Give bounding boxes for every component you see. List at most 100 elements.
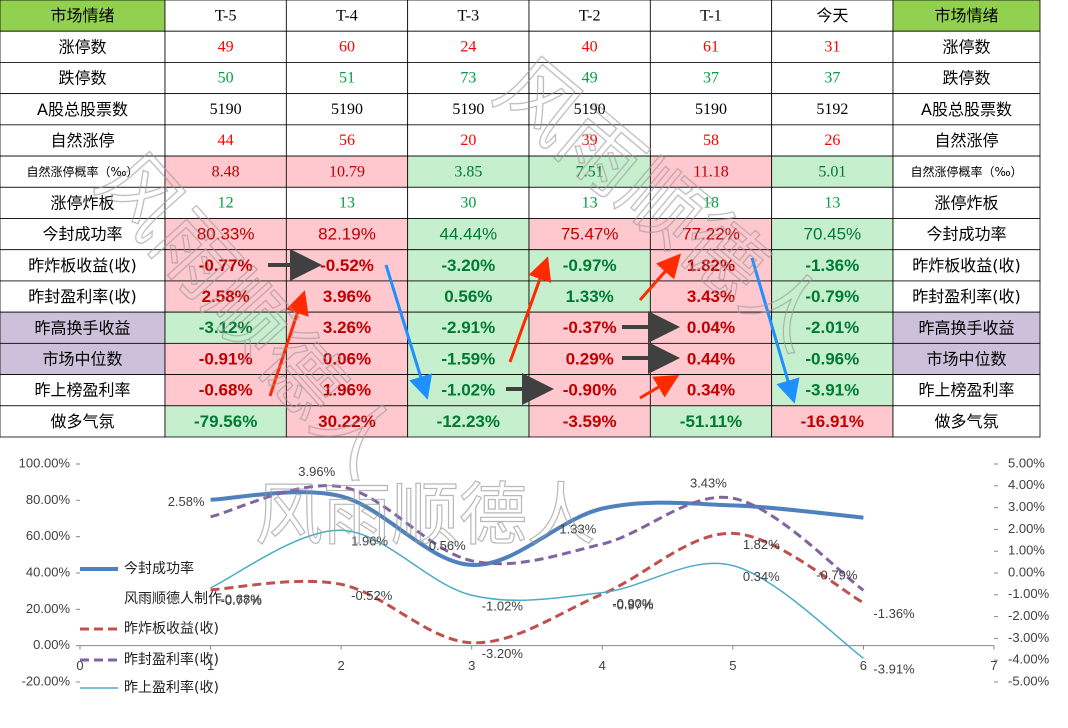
table-cell (164, 218, 287, 251)
cell-text: 昨上榜盈利率 (918, 381, 1014, 400)
table-cell (649, 280, 773, 313)
table-cell (892, 30, 1041, 63)
cell-text: 10.79 (329, 163, 365, 180)
cell-text: A股总股票数 (921, 100, 1012, 119)
cell-text: -0.79% (805, 287, 859, 306)
table-cell (528, 218, 651, 251)
table-cell (0, 405, 166, 438)
table-cell (892, 249, 1041, 282)
table-cell (892, 311, 1041, 344)
y-tick-label: 0.00% (33, 637, 70, 652)
cell-text: 30.22% (318, 412, 376, 431)
table-cell (528, 124, 651, 157)
table-cell (0, 62, 166, 95)
cell-text: 自然涨停 (50, 131, 114, 150)
table-cell (164, 0, 287, 32)
x-tick-label: 0 (76, 658, 83, 673)
table-cell (528, 30, 651, 63)
table-cell (407, 342, 530, 375)
cell-text: -0.52% (320, 256, 374, 275)
cell-text: -16.91% (801, 412, 864, 431)
cell-text: 13 (824, 195, 840, 212)
cell-text: 0.06% (323, 349, 371, 368)
y2-tick-label: 0.00% (1008, 564, 1045, 579)
cell-text: 3.43% (687, 287, 735, 306)
cell-text: 20 (460, 132, 476, 149)
y-tick-label: -20.00% (22, 673, 71, 688)
table-cell (285, 342, 409, 375)
cell-text: 市场中位数 (42, 349, 122, 368)
cell-text: 7.51 (576, 163, 604, 180)
table-cell (528, 62, 651, 95)
y2-tick-label: 1.00% (1008, 543, 1045, 558)
arrow (268, 290, 309, 397)
table-cell (771, 280, 894, 313)
data-label: 0.34% (743, 569, 780, 584)
y-tick-label: 40.00% (26, 564, 71, 579)
y2-tick-label: -4.00% (1008, 652, 1050, 667)
table-cell (164, 405, 287, 438)
cell-text: 77.22% (682, 225, 740, 244)
table-cell (164, 186, 287, 219)
table-cell (164, 249, 287, 282)
cell-text: 昨上榜盈利率 (34, 381, 130, 400)
cell-text: 30 (460, 195, 476, 212)
legend-label: 昨上盈利率(收) (124, 679, 219, 696)
table-cell (892, 155, 1041, 188)
x-tick-label: 1 (207, 658, 214, 673)
arrow (508, 256, 552, 363)
cell-text: -1.36% (805, 256, 859, 275)
cell-text: 今封成功率 (926, 225, 1006, 244)
table-cell (0, 124, 166, 157)
y-tick-label: 80.00% (26, 492, 71, 507)
cell-text: 跌停数 (58, 69, 106, 88)
table-cell (528, 405, 651, 438)
data-label: 3.96% (298, 464, 335, 479)
cell-text: 涨停炸板 (934, 193, 998, 212)
annotation-arrows (268, 249, 800, 405)
cell-text: 12 (218, 195, 234, 212)
cell-text: 自然涨停 (934, 131, 998, 150)
x-tick-label: 4 (599, 658, 606, 673)
table-cell (285, 218, 409, 251)
cell-text: 13 (339, 195, 355, 212)
table-cell (649, 405, 773, 438)
cell-text: 3.96% (323, 287, 371, 306)
table-cell (892, 374, 1041, 407)
table-cell (771, 405, 894, 438)
table-cell (0, 218, 166, 251)
cell-text: -1.59% (441, 349, 495, 368)
cell-text: 8.48 (212, 163, 240, 180)
cell-text: 涨停炸板 (50, 193, 114, 212)
cell-text: 今封成功率 (42, 225, 122, 244)
cell-text: 5190 (452, 101, 484, 118)
y-tick-label: 20.00% (26, 601, 71, 616)
y-tick-label: 60.00% (26, 528, 71, 543)
cell-text: T-4 (336, 7, 358, 24)
cell-text: 3.26% (323, 318, 371, 337)
cell-text: -0.37% (563, 318, 617, 337)
cell-text: 3.85 (454, 163, 482, 180)
series-line (210, 484, 865, 592)
cell-text: -0.97% (563, 256, 617, 275)
arrow (384, 264, 433, 400)
cell-text: 涨停数 (942, 37, 990, 56)
cell-text: 1.82% (687, 256, 735, 275)
cell-text: 50 (218, 70, 234, 87)
cell-text: 市场情绪 (934, 6, 998, 25)
cell-text: -0.77% (199, 256, 253, 275)
cell-text: -3.12% (199, 318, 253, 337)
data-label: -0.79% (816, 568, 858, 583)
cell-text: -1.02% (441, 381, 495, 400)
cell-text: 31 (824, 38, 840, 55)
cell-text: 56 (339, 132, 355, 149)
table-cell (407, 280, 530, 313)
table-cell (649, 62, 773, 95)
table-cell (164, 311, 287, 344)
y2-tick-label: 3.00% (1008, 499, 1045, 514)
table-cell (649, 30, 773, 63)
cell-text: -3.20% (441, 256, 495, 275)
table-cell (892, 186, 1041, 219)
cell-text: -2.01% (805, 318, 859, 337)
